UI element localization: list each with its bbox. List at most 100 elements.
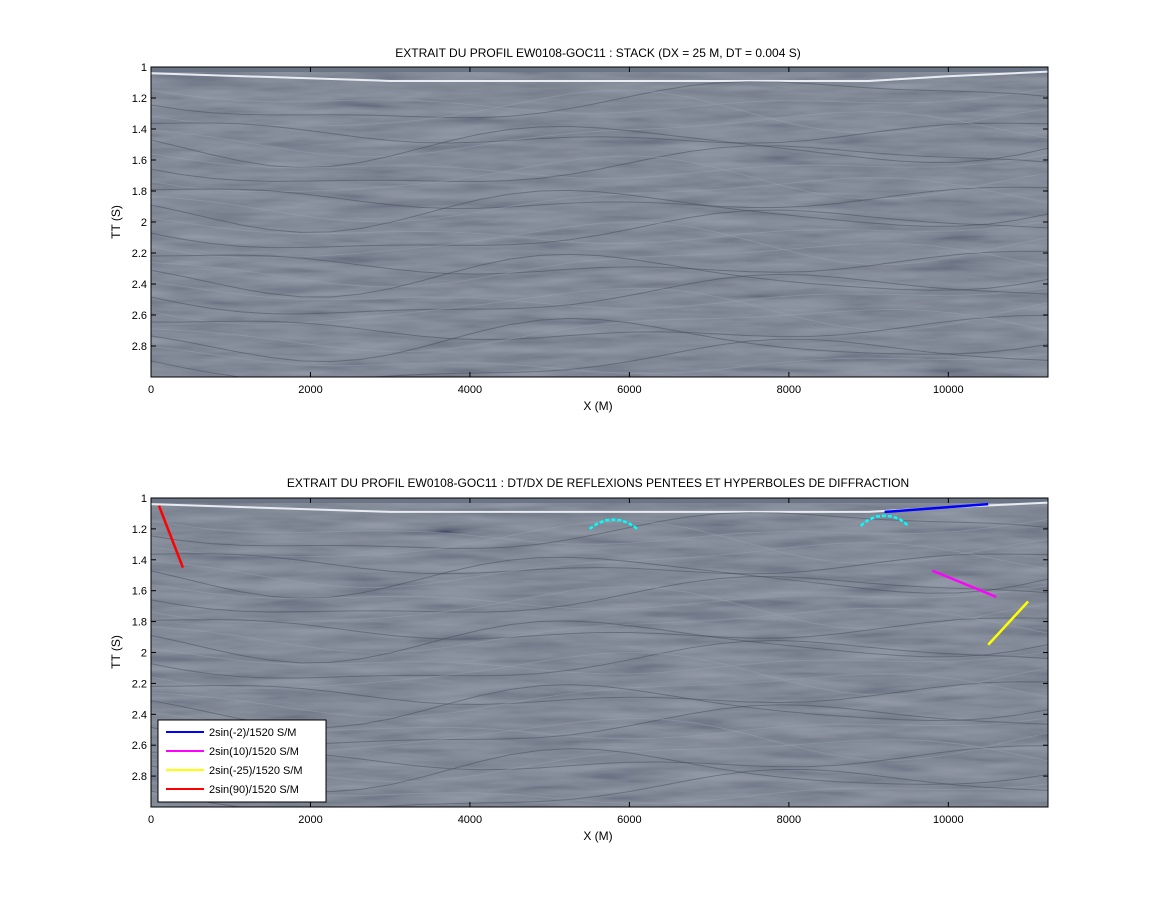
- slope-line: [157, 505, 185, 568]
- water-column: [151, 498, 1048, 503]
- reflector: [151, 681, 1048, 705]
- y-tick-label: 1.6: [132, 155, 147, 167]
- reflector: [151, 607, 1048, 653]
- y-axis-label: TT (S): [109, 205, 123, 239]
- x-tick-label: 4000: [458, 814, 482, 826]
- chart-title: EXTRAIT DU PROFIL EW0108-GOC11 : STACK (…: [395, 46, 800, 60]
- reflector: [151, 122, 1048, 144]
- reflector: [151, 221, 1048, 265]
- y-tick-label: 1.2: [132, 93, 147, 105]
- reflector: [151, 88, 1048, 114]
- reflector: [151, 243, 1048, 288]
- y-axis-label: TT (S): [109, 635, 123, 669]
- x-tick-label: 0: [148, 384, 154, 396]
- y-tick-label: 2.6: [132, 740, 147, 752]
- y-tick-label: 2.6: [132, 310, 147, 322]
- legend-label: 2sin(-25)/1520 S/M: [209, 765, 303, 777]
- y-tick-label: 2.4: [132, 709, 147, 721]
- y-tick-label: 2: [141, 648, 147, 660]
- reflector: [151, 287, 1048, 331]
- reflector: [151, 308, 1048, 353]
- panel-dtdx: EXTRAIT DU PROFIL EW0108-GOC11 : DT/DX D…: [109, 476, 1049, 843]
- reflector: [151, 281, 1048, 310]
- x-tick-label: 10000: [933, 814, 964, 826]
- reflector: [151, 511, 1048, 549]
- reflector: [151, 217, 1048, 245]
- reflector: [151, 519, 1048, 545]
- x-tick-label: 0: [148, 814, 154, 826]
- reflector: [151, 314, 1048, 341]
- y-tick-label: 1.8: [132, 186, 147, 198]
- y-tick-label: 2.8: [132, 341, 147, 353]
- x-tick-label: 2000: [298, 384, 322, 396]
- y-tick-label: 2.8: [132, 771, 147, 783]
- reflector: [151, 189, 1048, 233]
- reflector: [151, 273, 1048, 315]
- reflector: [151, 345, 1048, 374]
- reflector: [151, 253, 1048, 298]
- x-tick-label: 2000: [298, 814, 322, 826]
- reflector: [151, 651, 1048, 696]
- x-tick-label: 6000: [617, 384, 641, 396]
- reflector: [151, 155, 1048, 200]
- reflector: [151, 576, 1048, 613]
- slope-lines: [157, 502, 1029, 646]
- slope-line: [987, 600, 1029, 646]
- reflector: [151, 673, 1048, 718]
- panel-stack: EXTRAIT DU PROFIL EW0108-GOC11 : STACK (…: [109, 46, 1049, 413]
- reflector: [151, 338, 1048, 377]
- y-tick-label: 2.2: [132, 678, 147, 690]
- reflector: [151, 126, 1048, 169]
- x-axis: 0 2000 4000 6000 8000 10000: [148, 67, 964, 396]
- reflector: [151, 586, 1048, 631]
- y-axis: 1 1.2 1.4 1.6 1.8 2 2.2 2.4 2.6 2.8: [132, 493, 1048, 783]
- x-axis-label: X (M): [583, 399, 612, 413]
- x-axis-label: X (M): [583, 829, 612, 843]
- y-tick-label: 1.4: [132, 555, 147, 567]
- slope-line: [884, 502, 989, 514]
- reflector: [151, 89, 1048, 134]
- x-tick-label: 10000: [933, 384, 964, 396]
- x-tick-label: 6000: [617, 814, 641, 826]
- slope-line: [931, 569, 997, 599]
- y-tick-label: 2.4: [132, 279, 147, 291]
- diffraction-hyperbola: [859, 514, 910, 527]
- y-tick-label: 1.4: [132, 124, 147, 136]
- reflector: [151, 640, 1048, 679]
- reflector: [151, 620, 1048, 664]
- reflector: [151, 768, 1048, 807]
- reflector: [151, 584, 1048, 610]
- diffraction-hyperbola: [588, 518, 639, 530]
- y-tick-label: 1.8: [132, 617, 147, 629]
- reflector: [151, 153, 1048, 180]
- reflector: [151, 209, 1048, 249]
- reflector-layer: [151, 80, 1048, 377]
- reflector: [151, 553, 1048, 575]
- reflector: [151, 145, 1048, 183]
- x-tick-label: 4000: [458, 384, 482, 396]
- y-tick-label: 2.2: [132, 248, 147, 260]
- y-tick-label: 1.6: [132, 586, 147, 598]
- y-tick-label: 1: [141, 62, 147, 74]
- reflector: [151, 177, 1048, 223]
- y-tick-label: 1.2: [132, 524, 147, 536]
- reflector: [151, 556, 1048, 599]
- reflector: [151, 317, 1048, 363]
- y-tick-label: 2: [141, 217, 147, 229]
- legend: 2sin(-2)/1520 S/M 2sin(10)/1520 S/M 2sin(-…: [157, 719, 327, 803]
- reflector: [151, 250, 1048, 275]
- reflector: [151, 542, 1048, 588]
- y-axis: 1 1.2 1.4 1.6 1.8 2 2.2 2.4 2.6 2.8: [132, 62, 1048, 353]
- reflector: [151, 617, 1048, 640]
- legend-label: 2sin(-2)/1520 S/M: [209, 727, 296, 739]
- x-tick-label: 8000: [777, 814, 801, 826]
- legend-label: 2sin(90)/1520 S/M: [209, 784, 299, 796]
- y-tick-label: 1: [141, 493, 147, 505]
- reflector: [151, 111, 1048, 158]
- seismic-texture: [151, 67, 1048, 377]
- x-tick-label: 8000: [777, 384, 801, 396]
- reflector: [151, 186, 1048, 210]
- legend-label: 2sin(10)/1520 S/M: [209, 746, 299, 758]
- reflector: [151, 80, 1048, 119]
